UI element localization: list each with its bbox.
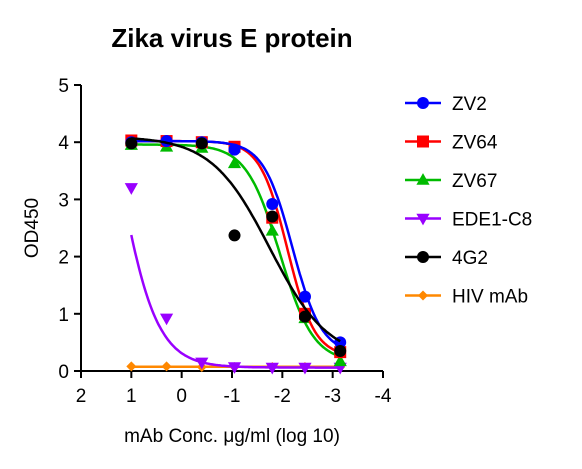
axes — [80, 85, 383, 372]
point-zv67 — [227, 156, 242, 169]
y-tick-label: 0 — [58, 362, 69, 383]
point-ede1-c8 — [227, 362, 242, 374]
legend-label: HIV mAb — [452, 287, 528, 308]
point-4g2 — [228, 229, 241, 242]
y-tick-label: 1 — [58, 305, 69, 326]
series-zv67 — [124, 138, 347, 367]
point-zv67 — [265, 223, 279, 236]
legend-item-zv67: ZV67 — [405, 171, 497, 192]
legend-item-zv2: ZV2 — [405, 94, 487, 115]
series-ede1-c8 — [124, 183, 347, 375]
legend-marker-zv2 — [417, 97, 429, 109]
point-ede1-c8 — [265, 362, 279, 375]
legend-marker-hiv-mab — [418, 290, 428, 301]
legend-label: 4G2 — [452, 248, 488, 269]
y-tick-label: 5 — [58, 76, 69, 97]
y-axis-title: OD450 — [22, 198, 43, 258]
y-tick-label: 2 — [58, 248, 69, 269]
point-zv2 — [298, 290, 311, 303]
x-axis-title: mAb Conc. μg/ml (log 10) — [124, 426, 340, 447]
point-zv2 — [228, 143, 241, 156]
legend-label: EDE1-C8 — [452, 210, 532, 231]
legend-item-hiv-mab: HIV mAb — [405, 287, 528, 308]
point-4g2 — [298, 310, 311, 323]
x-tick-label: 2 — [76, 386, 87, 407]
point-ede1-c8 — [298, 362, 312, 375]
x-tick-label: 1 — [126, 386, 137, 407]
legend-marker-4g2 — [417, 251, 429, 263]
x-tick-label: -4 — [375, 386, 392, 407]
point-ede1-c8 — [159, 313, 174, 326]
legend-marker-zv64 — [417, 135, 429, 148]
point-hiv-mab — [161, 361, 172, 372]
curve-zv67 — [131, 143, 341, 358]
legend-marker-zv67 — [416, 173, 430, 185]
point-4g2 — [266, 210, 279, 223]
x-tick-label: -3 — [324, 386, 341, 407]
point-ede1-c8 — [124, 183, 138, 195]
y-ticks: 0 1 2 3 4 5 — [58, 76, 81, 383]
y-tick-label: 3 — [58, 190, 69, 211]
legend-item-ede1-c8: EDE1-C8 — [405, 210, 532, 231]
legend-label: ZV2 — [452, 94, 487, 115]
legend-label: ZV64 — [452, 133, 498, 154]
point-4g2 — [334, 344, 347, 357]
point-4g2 — [195, 137, 208, 150]
legend[interactable]: ZV2 ZV64 ZV67 EDE1-C8 4G2 HIV mAb — [405, 94, 532, 308]
point-zv67 — [333, 354, 347, 367]
legend-item-zv64: ZV64 — [405, 133, 498, 154]
x-ticks: 2 1 0 -1 -2 -3 -4 — [76, 371, 392, 407]
legend-marker-ede1-c8 — [416, 213, 430, 226]
legend-item-4g2: 4G2 — [405, 248, 488, 269]
point-zv2 — [266, 197, 279, 210]
y-tick-label: 4 — [58, 133, 69, 154]
legend-label: ZV67 — [452, 171, 497, 192]
chart-title: Zika virus E protein — [111, 23, 352, 53]
x-tick-label: 0 — [176, 386, 187, 407]
point-4g2 — [125, 137, 138, 150]
plot-area — [124, 134, 347, 375]
series-4g2 — [125, 137, 347, 357]
curve-4g2 — [131, 137, 341, 343]
x-tick-label: -2 — [274, 386, 291, 407]
x-tick-label: -1 — [224, 386, 241, 407]
point-hiv-mab — [126, 361, 137, 372]
point-ede1-c8 — [195, 357, 209, 370]
